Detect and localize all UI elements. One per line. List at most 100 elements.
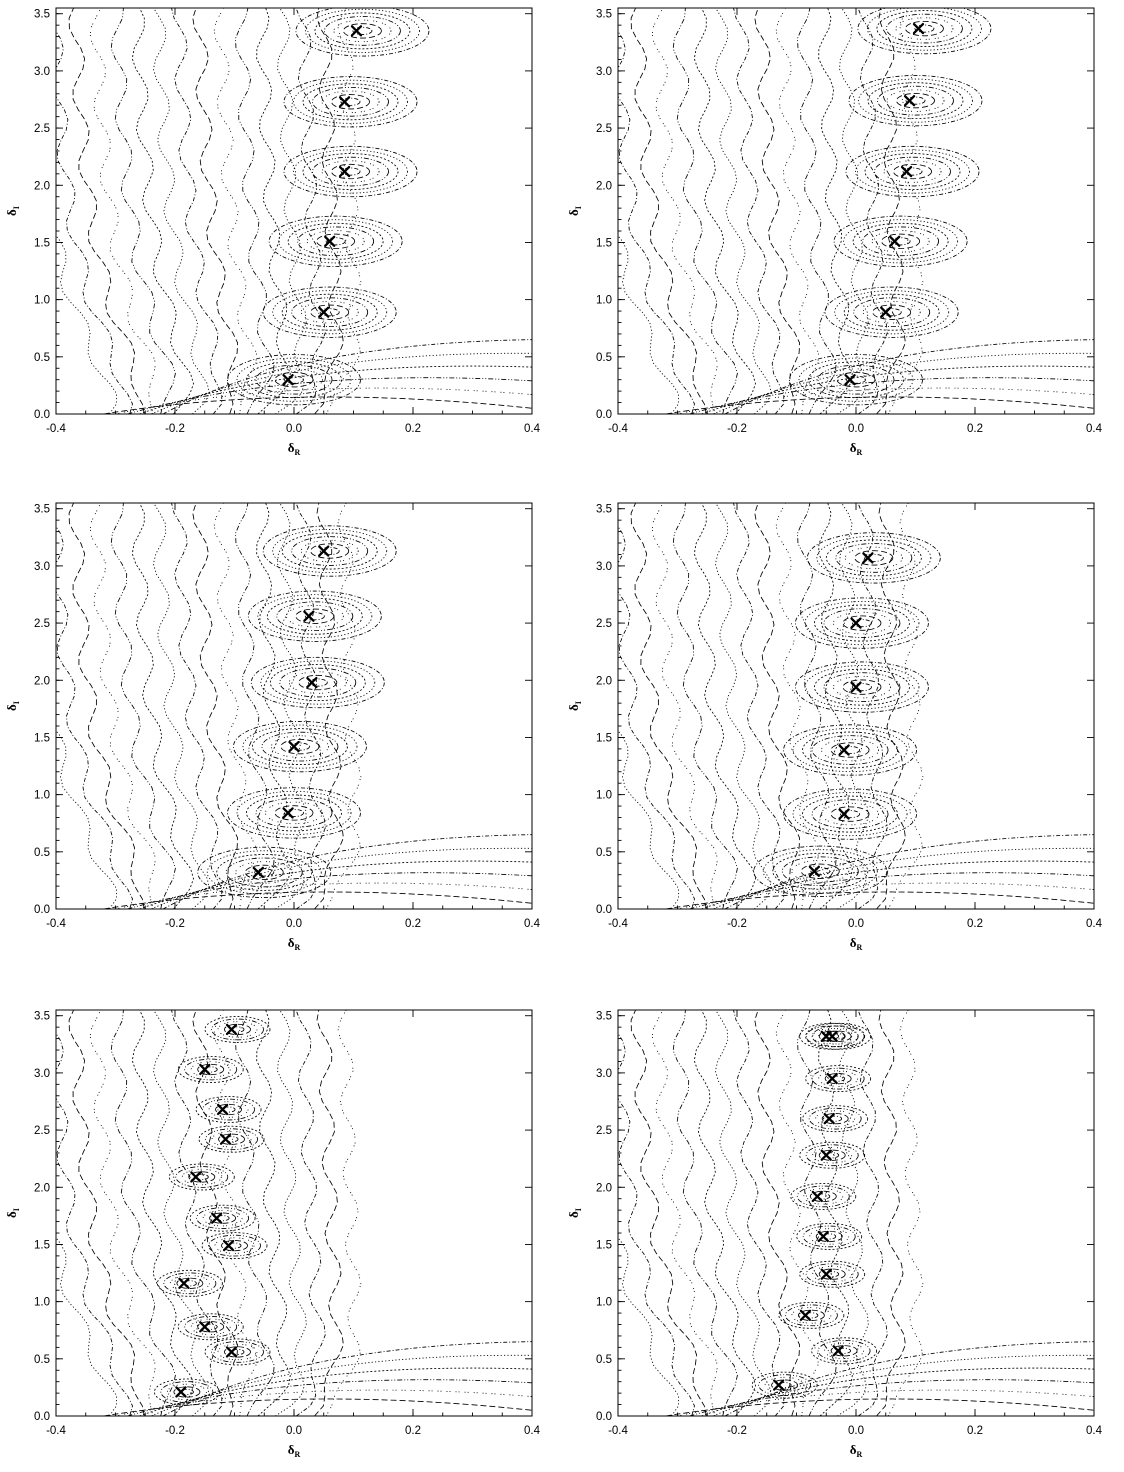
contour-ring xyxy=(288,671,347,694)
contour-layer xyxy=(618,8,1094,414)
contour-ring xyxy=(276,601,354,632)
contour-ring xyxy=(306,230,365,253)
contour-line xyxy=(733,1010,785,1416)
contour-line xyxy=(127,872,532,909)
x-tick-label: 0.0 xyxy=(848,1425,864,1437)
minimum-marker xyxy=(222,1239,235,1252)
contour-ring xyxy=(864,153,961,190)
x-tick-label: 0.4 xyxy=(524,423,541,435)
contour-ring xyxy=(808,1107,862,1130)
contour-line xyxy=(56,525,133,909)
minimum-marker xyxy=(282,807,294,819)
y-tick-label: 0.5 xyxy=(34,352,50,364)
contour-ring xyxy=(802,731,898,769)
contour-ring xyxy=(885,13,963,44)
contour-line xyxy=(887,1010,924,1416)
x-tick-label: -0.2 xyxy=(727,423,747,435)
contour-ring xyxy=(204,1016,271,1043)
minimum-marker xyxy=(338,96,351,108)
contour-ring xyxy=(184,1315,238,1338)
minimum-marker xyxy=(252,866,264,879)
x-tick-label: 0.4 xyxy=(524,918,541,930)
contour-ring xyxy=(825,1152,840,1159)
contour-ring xyxy=(790,1182,857,1210)
minimum-marker xyxy=(338,165,351,178)
contour-ring xyxy=(818,1268,846,1280)
contour-ring xyxy=(789,354,923,406)
contour-ring xyxy=(175,1166,229,1188)
contour-line xyxy=(256,503,291,909)
contour-ring xyxy=(867,82,964,120)
contour-line xyxy=(876,8,906,414)
x-axis-label: δR xyxy=(850,1442,863,1459)
contour-line xyxy=(775,1010,819,1416)
contour-ring xyxy=(260,660,376,705)
contour-ring xyxy=(262,286,397,338)
contour-ring xyxy=(217,1021,258,1038)
contour-line xyxy=(110,1010,176,1416)
minimum-marker xyxy=(844,374,856,386)
contour-line xyxy=(837,503,869,909)
contour-line xyxy=(887,503,924,909)
contour-ring xyxy=(168,1163,235,1191)
minimum-marker xyxy=(318,306,330,318)
contour-ring xyxy=(896,93,935,109)
contour-ring xyxy=(830,1345,858,1357)
contour-ring xyxy=(805,1263,859,1286)
contour-ring xyxy=(791,1307,832,1324)
y-axis-label: δI xyxy=(566,206,583,216)
contour-ring xyxy=(262,525,397,577)
contour-ring xyxy=(881,233,921,249)
contour-line xyxy=(151,1354,532,1416)
contour-ring xyxy=(310,304,350,320)
y-tick-label: 1.0 xyxy=(34,1297,50,1309)
contour-line xyxy=(256,1010,291,1416)
minimum-marker xyxy=(889,235,901,247)
contour-line xyxy=(275,1010,307,1416)
minimum-marker xyxy=(216,1103,229,1116)
contour-ring xyxy=(254,868,275,877)
contour-ring xyxy=(862,300,921,324)
contour-ring xyxy=(805,1025,859,1048)
x-tick-label: -0.2 xyxy=(727,1425,747,1437)
contour-ring xyxy=(814,604,910,642)
contour-ring xyxy=(825,1033,840,1040)
minimum-marker xyxy=(199,1063,211,1076)
contour-ring xyxy=(871,230,930,253)
y-tick-label: 1.0 xyxy=(596,790,612,802)
contour-ring xyxy=(863,553,884,562)
contour-layer xyxy=(56,8,532,414)
contour-ring xyxy=(266,597,363,635)
contour-ring xyxy=(805,1065,872,1093)
contour-ring xyxy=(302,153,399,190)
contour-ring xyxy=(208,1234,261,1257)
contour-ring xyxy=(831,1033,846,1040)
contour-ring xyxy=(214,1237,255,1254)
contour-line xyxy=(837,8,869,414)
contour-ring xyxy=(215,1215,230,1222)
contour-line xyxy=(618,1032,695,1416)
contour-line xyxy=(876,1010,906,1416)
contour-line xyxy=(110,8,176,414)
contour-line xyxy=(797,503,837,909)
contour-ring xyxy=(862,226,940,257)
x-tick-label: -0.4 xyxy=(46,918,66,930)
contour-ring xyxy=(827,368,885,391)
contour-line xyxy=(693,503,756,909)
contour-ring xyxy=(321,160,380,183)
contour-ring xyxy=(176,1277,204,1289)
contour-line xyxy=(213,503,257,909)
x-tick-label: 0.0 xyxy=(286,1425,302,1437)
minimum-marker xyxy=(303,610,315,622)
contour-ring xyxy=(811,1337,878,1365)
y-tick-label: 1.5 xyxy=(596,732,612,744)
contour-line xyxy=(68,8,145,414)
contour-ring xyxy=(261,731,339,762)
contour-line xyxy=(713,847,1094,909)
minimum-marker xyxy=(225,1346,238,1358)
contour-ring xyxy=(848,75,983,127)
contour-line xyxy=(131,1010,194,1416)
contour-ring xyxy=(177,1313,244,1341)
contour-line xyxy=(139,1367,532,1416)
x-tick-label: 0.2 xyxy=(405,1425,421,1437)
